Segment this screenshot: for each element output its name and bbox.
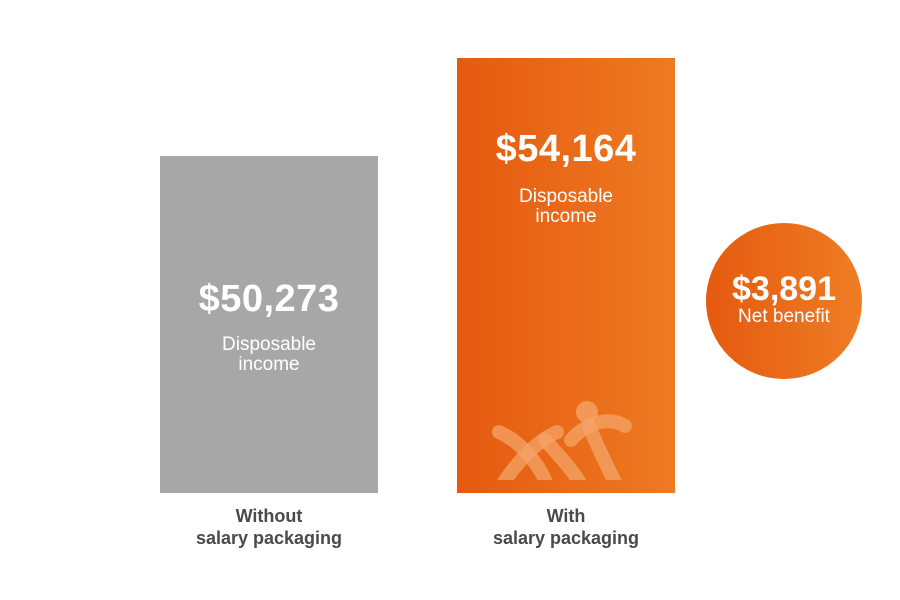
bar-with-salary-packaging: $54,164 Disposable income — [457, 58, 675, 493]
brand-watermark-icon — [492, 401, 632, 480]
net-benefit-value: $3,891 — [732, 270, 836, 308]
bar-caption-line-1: Disposable — [222, 334, 316, 355]
category-label-with: With salary packaging — [436, 505, 696, 549]
bar-caption: Disposable income — [160, 335, 378, 375]
category-label-line-1: With — [546, 506, 586, 526]
bar-caption: Disposable income — [457, 187, 675, 227]
bar-caption-line-2: income — [535, 206, 597, 227]
category-label-line-2: salary packaging — [492, 528, 640, 548]
bar-caption-line-1: Disposable — [519, 186, 613, 207]
bar-caption-line-2: income — [238, 354, 300, 375]
category-label-without: Without salary packaging — [139, 505, 399, 549]
bar-without-salary-packaging: $50,273 Disposable income — [160, 156, 378, 493]
category-label-line-2: salary packaging — [195, 528, 343, 548]
net-benefit-caption: Net benefit — [738, 306, 830, 327]
category-label-line-1: Without — [235, 506, 303, 526]
net-benefit-badge: $3,891 Net benefit — [706, 223, 862, 379]
bar-value-label: $50,273 — [198, 278, 340, 320]
bar-value-label: $54,164 — [495, 128, 637, 170]
